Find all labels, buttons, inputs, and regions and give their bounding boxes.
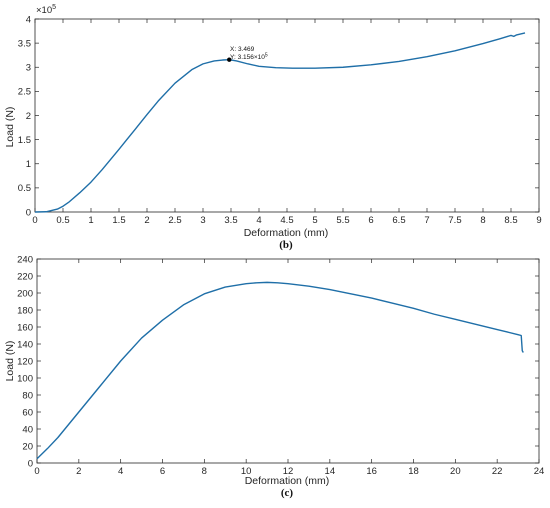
x-tick-label: 3 (200, 215, 205, 226)
y-tick-label: 180 (17, 305, 33, 316)
x-tick-label: 24 (534, 466, 545, 477)
y-exponent-label: ×105 (36, 4, 56, 16)
data-tip-x: X: 3.469 (230, 46, 255, 53)
x-tick-label: 0 (32, 215, 37, 226)
y-tick-label: 20 (22, 441, 33, 452)
y-tick-label: 2.5 (18, 87, 31, 98)
y-tick-label: 120 (17, 356, 33, 367)
x-tick-label: 22 (492, 466, 503, 477)
y-tick-label: 0 (28, 458, 33, 469)
y-tick-label: 0 (26, 207, 31, 218)
x-tick-label: 0.5 (56, 215, 69, 226)
x-tick-label: 12 (283, 466, 294, 477)
x-tick-label: 1.5 (112, 215, 125, 226)
y-tick-label: 3.5 (18, 38, 31, 49)
y-tick-label: 220 (17, 271, 33, 282)
x-tick-label: 8.5 (504, 215, 517, 226)
x-tick-label: 14 (325, 466, 336, 477)
x-tick-label: 20 (450, 466, 461, 477)
x-axis-label: Deformation (mm) (244, 227, 329, 239)
data-tip-y: Y: 3.156×105 (230, 53, 268, 62)
chart-panel-b: 0 0.5 1 1.5 2 2.5 3 3.5 4 4.5 5 5.5 6 6.5 7 7.5 8 8.5 9 0 0.… (4, 4, 542, 251)
x-tick-label: 6.5 (392, 215, 405, 226)
x-tick-label: 1 (88, 215, 93, 226)
y-axis-label: Load (N) (4, 107, 16, 148)
y-tick-label: 1.5 (18, 135, 31, 146)
x-tick-label: 2 (144, 215, 149, 226)
y-tick-label: 40 (22, 424, 33, 435)
x-tick-label: 7.5 (448, 215, 461, 226)
plot-area: 0 2 4 6 8 10 12 14 16 18 20 22 240204060801001201401… (17, 254, 544, 477)
y-tick-label: 0.5 (18, 183, 31, 194)
y-tick-label: 1 (26, 159, 31, 170)
y-tick-label: 80 (22, 390, 33, 401)
panel-caption: (b) (279, 239, 293, 251)
series-line (36, 281, 524, 460)
x-axis-label: Deformation (mm) (245, 475, 330, 487)
x-tick-label: 8 (202, 466, 207, 477)
y-tick-label: 140 (17, 339, 33, 350)
x-tick-label: 9 (536, 215, 541, 226)
x-tick-label: 2.5 (168, 215, 181, 226)
chart-panel-c: 0 2 4 6 8 10 12 14 16 18 20 22 240204060801001201401… (4, 254, 544, 499)
x-tick-label: 18 (408, 466, 419, 477)
data-tip: X: 3.469 Y: 3.156×105 (230, 46, 268, 61)
y-tick-label: 200 (17, 288, 33, 299)
y-tick-label: 100 (17, 373, 33, 384)
x-tick-label: 8 (480, 215, 485, 226)
x-tick-label: 4 (256, 215, 261, 226)
x-tick-label: 10 (241, 466, 252, 477)
x-tick-label: 5 (312, 215, 317, 226)
y-tick-label: 4 (26, 14, 31, 25)
x-tick-label: 3.5 (224, 215, 237, 226)
x-tick-label: 5.5 (336, 215, 349, 226)
panel-caption: (c) (281, 487, 294, 499)
y-axis-label: Load (N) (4, 341, 16, 382)
x-tick-label: 6 (368, 215, 373, 226)
y-tick-label: 240 (17, 254, 33, 265)
series-line (34, 32, 526, 213)
x-tick-label: 16 (366, 466, 377, 477)
x-tick-label: 6 (160, 466, 165, 477)
x-tick-label: 4 (118, 466, 123, 477)
x-tick-label: 7 (424, 215, 429, 226)
y-tick-label: 60 (22, 407, 33, 418)
y-tick-label: 2 (26, 111, 31, 122)
plot-area: 0 0.5 1 1.5 2 2.5 3 3.5 4 4.5 5 5.5 6 6.5 7 7.5 8 8.5 9 0 0.… (18, 14, 542, 226)
x-tick-label: 2 (76, 466, 81, 477)
y-tick-label: 3 (26, 63, 31, 74)
x-tick-label: 0 (34, 466, 39, 477)
y-tick-label: 160 (17, 322, 33, 333)
axes-box (36, 258, 540, 464)
x-tick-label: 4.5 (280, 215, 293, 226)
data-tip-marker (227, 57, 232, 62)
